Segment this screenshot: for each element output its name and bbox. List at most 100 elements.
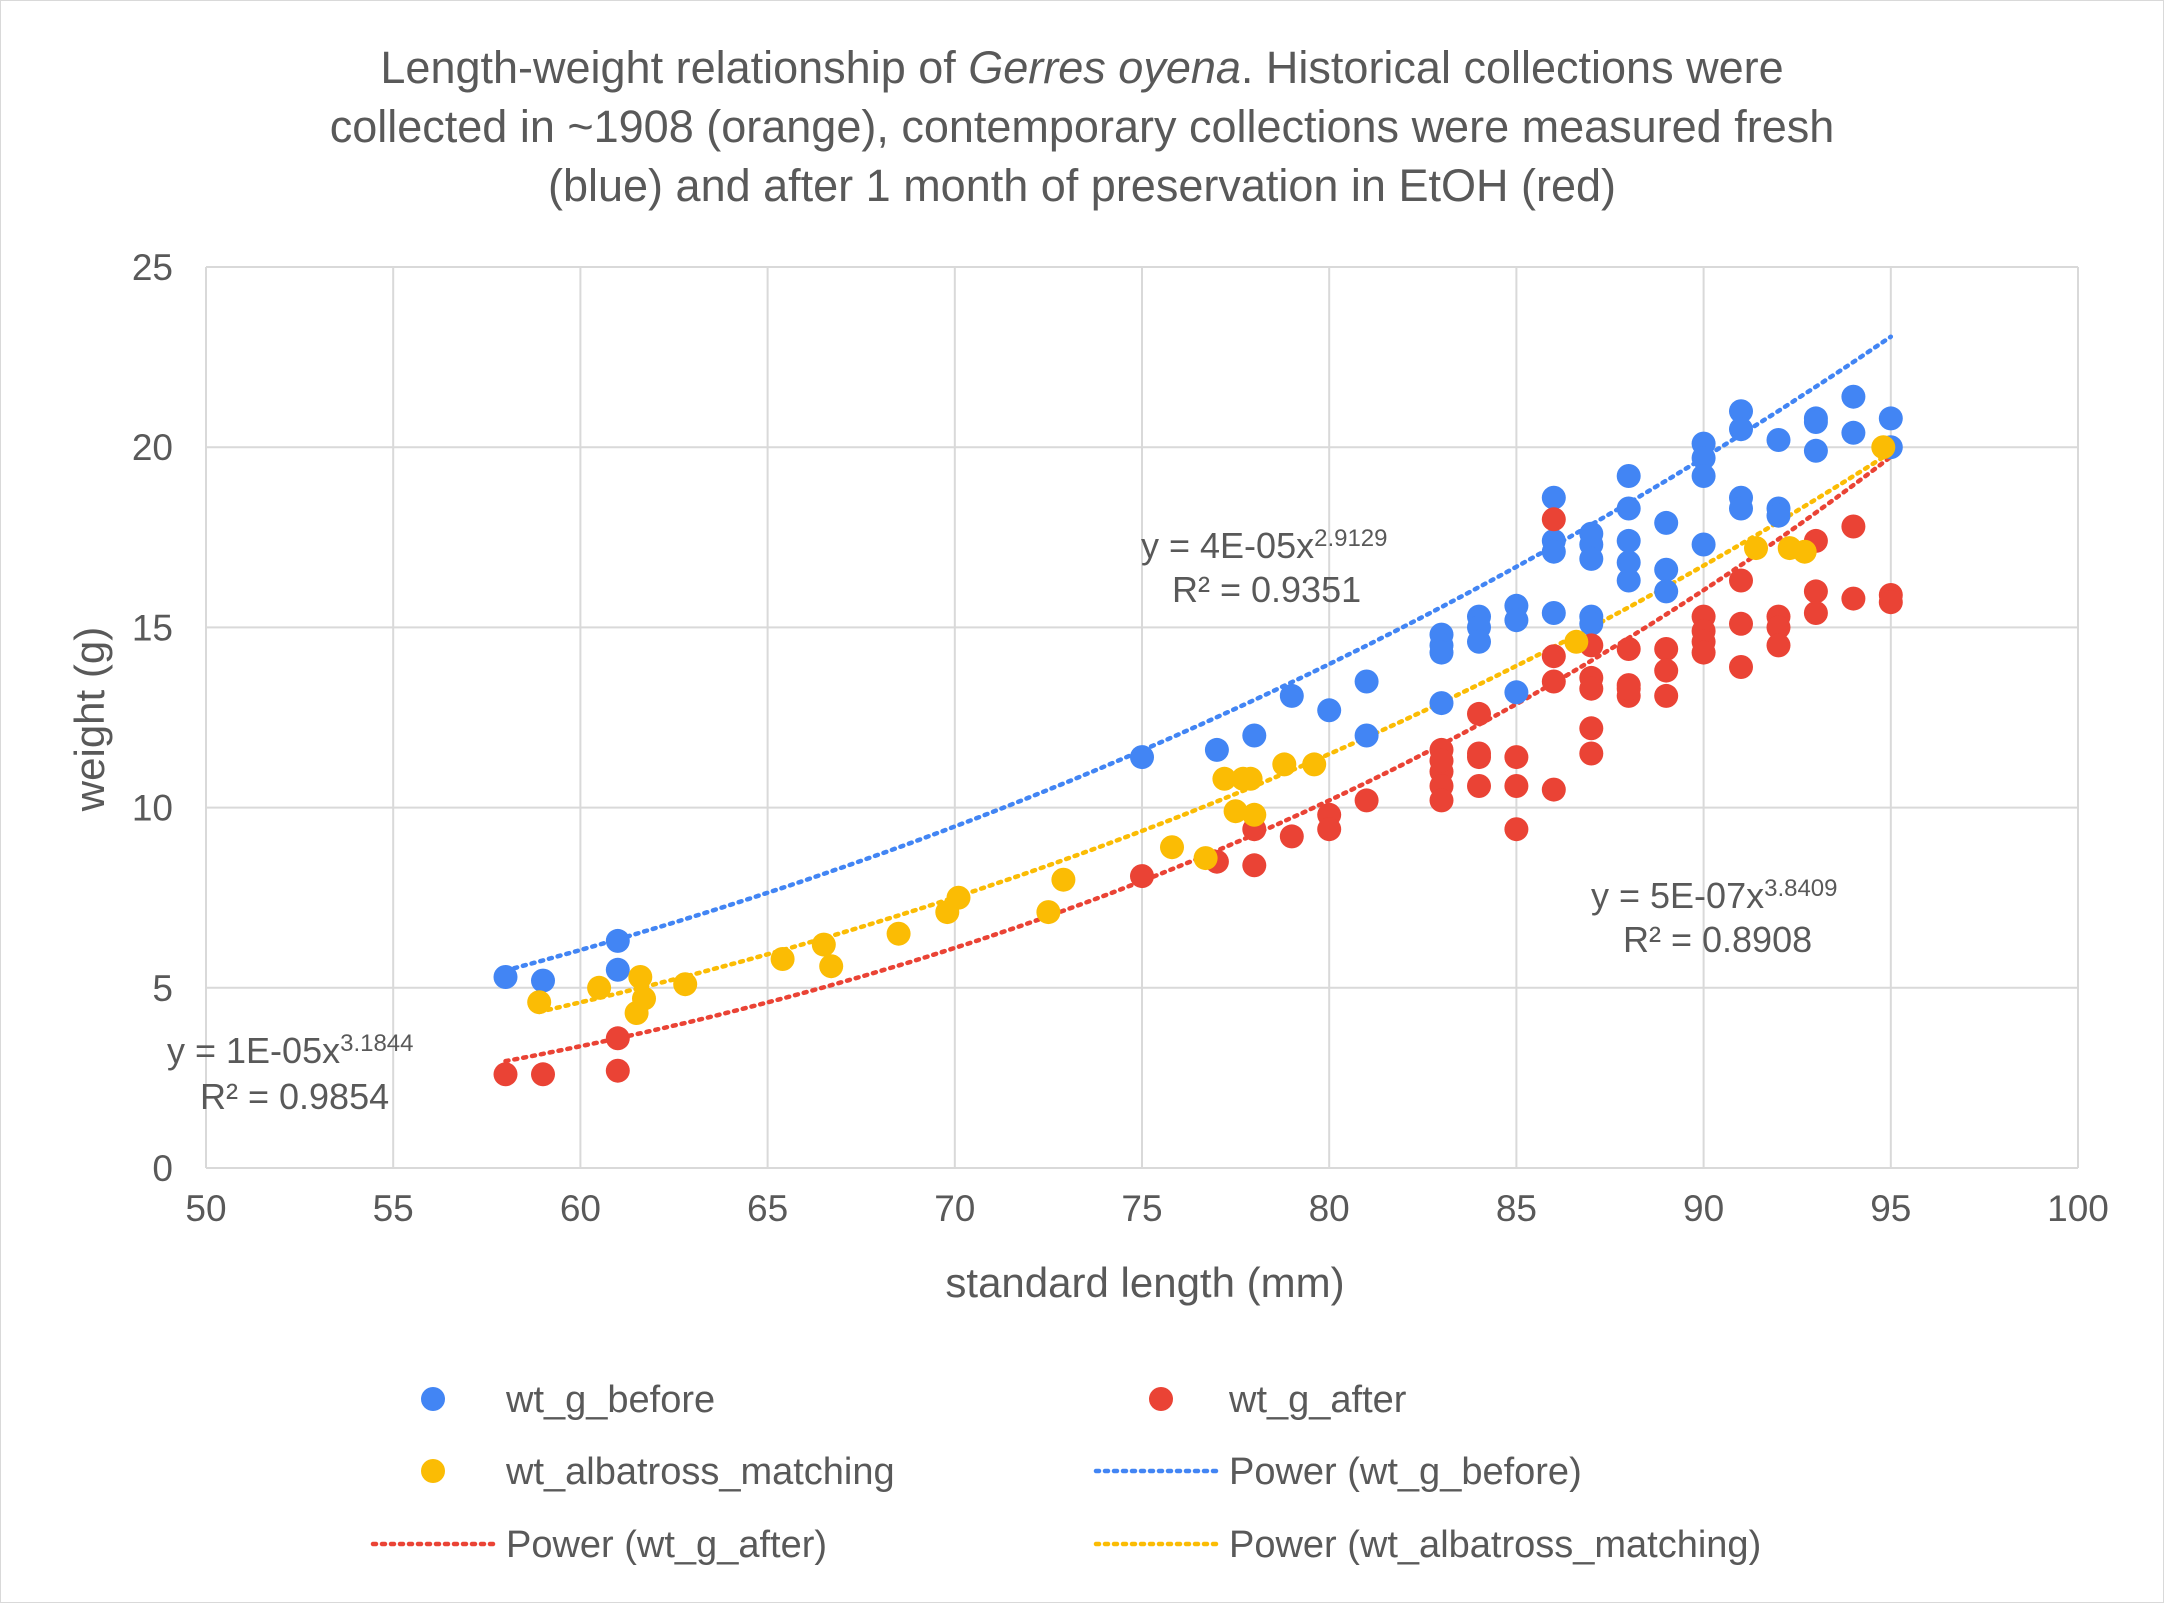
x-tick-label: 65 <box>747 1188 788 1229</box>
data-point <box>1036 900 1061 925</box>
data-point <box>1504 774 1529 798</box>
data-point <box>770 947 795 971</box>
data-point <box>886 921 911 946</box>
legend-label: Power (wt_albatross_matching) <box>1229 1524 1761 1566</box>
legend-label: Power (wt_g_before) <box>1229 1451 1582 1493</box>
data-point <box>1579 611 1604 636</box>
trendline-equations: y = 4E-05x2.9129 R² = 0.9351 y = 5E-07x3… <box>167 525 1838 1117</box>
data-point <box>1242 723 1267 748</box>
data-point <box>1238 766 1263 791</box>
data-point <box>1803 410 1828 434</box>
data-point <box>605 928 630 953</box>
r2-before: R² = 0.9351 <box>1172 569 1361 610</box>
data-point <box>1691 640 1716 665</box>
data-point <box>1654 683 1679 708</box>
data-point <box>1354 788 1379 813</box>
data-point <box>1564 629 1589 654</box>
data-point <box>531 968 555 993</box>
x-tick-label: 80 <box>1309 1188 1350 1229</box>
data-point <box>1541 507 1566 532</box>
data-point <box>587 975 612 1000</box>
data-point <box>1792 539 1817 564</box>
data-point <box>1803 579 1828 604</box>
y-axis-title: weight (g) <box>66 627 113 812</box>
data-point <box>1841 586 1866 611</box>
data-point <box>1204 737 1229 762</box>
data-point <box>1242 802 1267 827</box>
y-tick-label: 5 <box>152 968 173 1009</box>
y-tick-label: 20 <box>132 427 173 468</box>
data-point <box>1272 752 1297 777</box>
data-point <box>1616 464 1641 488</box>
data-point <box>1616 568 1641 593</box>
data-point <box>1654 579 1679 604</box>
data-point <box>1729 399 1753 424</box>
data-point <box>605 957 630 982</box>
data-point <box>1317 698 1342 723</box>
data-point <box>1504 608 1529 633</box>
y-tick-label: 15 <box>132 607 173 648</box>
data-point <box>1691 532 1716 557</box>
legend-label: wt_g_after <box>1228 1379 1407 1421</box>
title-species-name: Gerres oyena <box>968 42 1241 93</box>
data-point <box>1541 601 1566 625</box>
data-point <box>1654 637 1679 661</box>
title-segment: . Historical collections were <box>1241 42 1784 93</box>
data-point <box>1160 835 1184 860</box>
equation-before-exponent: 2.9129 <box>1314 525 1387 552</box>
chart-title-line-1: Length-weight relationship of Gerres oye… <box>380 42 1783 93</box>
data-point <box>1654 557 1679 582</box>
data-point <box>1279 824 1304 849</box>
data-point <box>493 1062 518 1087</box>
equation-albatross: y = 1E-05x3.1844 <box>167 1030 414 1071</box>
data-point <box>1654 658 1679 683</box>
data-point <box>1616 528 1641 553</box>
x-axis-ticks: 50 55 60 65 70 75 80 85 90 95 100 <box>185 1188 2108 1229</box>
data-point <box>1354 669 1379 694</box>
data-point <box>1616 676 1641 701</box>
data-point <box>1871 435 1896 460</box>
data-point <box>1317 817 1342 842</box>
data-point <box>1766 428 1791 452</box>
data-point <box>1729 496 1753 521</box>
legend-label: wt_albatross_matching <box>505 1451 895 1493</box>
data-point <box>1766 633 1791 658</box>
x-tick-label: 50 <box>185 1188 226 1229</box>
data-point <box>1223 799 1248 824</box>
legend-marker <box>421 1459 445 1483</box>
data-point <box>1541 644 1566 669</box>
data-point <box>1579 546 1604 571</box>
data-point <box>1803 601 1828 625</box>
chart-title-line-2: collected in ~1908 (orange), contemporar… <box>330 101 1835 152</box>
data-point <box>1841 514 1866 539</box>
data-point <box>1302 752 1327 777</box>
data-point <box>1766 615 1791 640</box>
data-point <box>1878 590 1903 615</box>
data-point <box>1429 748 1454 773</box>
data-point <box>1841 384 1866 409</box>
data-point <box>1579 676 1604 701</box>
data-point <box>811 932 836 957</box>
data-point <box>1616 550 1641 575</box>
data-point <box>1467 741 1491 766</box>
data-point <box>1504 680 1529 705</box>
data-point <box>1212 766 1237 791</box>
data-point <box>493 965 518 989</box>
data-point <box>819 954 844 979</box>
data-point <box>1616 496 1641 521</box>
legend-label: Power (wt_g_after) <box>506 1524 827 1566</box>
data-point <box>1579 741 1604 766</box>
data-point <box>1691 446 1716 470</box>
data-point <box>1354 723 1379 748</box>
data-point <box>1429 788 1454 813</box>
equation-before-base: y = 4E-05x <box>1141 525 1314 566</box>
data-point <box>1541 669 1566 694</box>
data-point <box>1429 640 1454 665</box>
data-point <box>527 990 552 1015</box>
data-point <box>1729 568 1753 593</box>
data-point <box>946 885 971 910</box>
data-point <box>1729 417 1753 442</box>
data-point <box>605 1026 630 1051</box>
data-point <box>1766 503 1791 528</box>
